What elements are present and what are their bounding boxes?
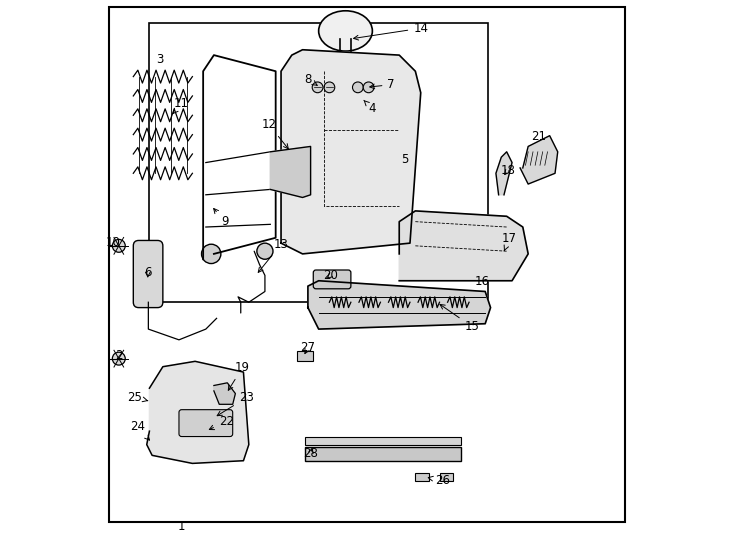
Text: 6: 6 bbox=[144, 266, 151, 279]
Circle shape bbox=[324, 82, 335, 93]
Text: 9: 9 bbox=[214, 208, 228, 228]
Ellipse shape bbox=[319, 11, 372, 51]
Polygon shape bbox=[399, 211, 528, 281]
Text: 25: 25 bbox=[128, 391, 148, 404]
Circle shape bbox=[312, 82, 323, 93]
Text: 7: 7 bbox=[370, 78, 395, 91]
Bar bbox=[150, 23, 488, 302]
Text: 10: 10 bbox=[106, 235, 121, 248]
Bar bbox=[305, 447, 461, 461]
Circle shape bbox=[352, 82, 363, 93]
Text: 11: 11 bbox=[173, 97, 189, 113]
Bar bbox=[305, 436, 461, 444]
Circle shape bbox=[112, 352, 126, 365]
Polygon shape bbox=[214, 383, 236, 404]
FancyBboxPatch shape bbox=[179, 410, 233, 436]
Circle shape bbox=[257, 243, 273, 259]
Text: 24: 24 bbox=[130, 420, 150, 440]
Polygon shape bbox=[270, 146, 310, 198]
Text: 18: 18 bbox=[501, 164, 515, 177]
Text: 3: 3 bbox=[156, 53, 164, 66]
Text: 23: 23 bbox=[217, 392, 253, 416]
Text: 28: 28 bbox=[303, 447, 318, 460]
Text: 15: 15 bbox=[440, 305, 479, 333]
Bar bbox=[297, 350, 313, 361]
Text: 27: 27 bbox=[300, 341, 316, 354]
Polygon shape bbox=[520, 136, 558, 184]
Text: 26: 26 bbox=[428, 474, 450, 487]
Circle shape bbox=[202, 244, 221, 264]
Text: 21: 21 bbox=[531, 130, 546, 143]
Text: 19: 19 bbox=[228, 361, 250, 390]
Text: 17: 17 bbox=[502, 232, 517, 251]
FancyBboxPatch shape bbox=[134, 240, 163, 308]
Circle shape bbox=[363, 82, 374, 93]
Text: 12: 12 bbox=[262, 118, 288, 149]
Text: 8: 8 bbox=[304, 73, 317, 86]
Polygon shape bbox=[281, 50, 421, 254]
Text: 2: 2 bbox=[115, 349, 123, 362]
Bar bbox=[440, 472, 453, 481]
Text: 1: 1 bbox=[178, 521, 186, 534]
Text: 14: 14 bbox=[354, 22, 428, 40]
Text: 22: 22 bbox=[209, 415, 233, 430]
Text: 16: 16 bbox=[475, 275, 490, 288]
Polygon shape bbox=[496, 152, 512, 195]
Polygon shape bbox=[147, 361, 249, 463]
Text: 20: 20 bbox=[323, 269, 338, 282]
FancyBboxPatch shape bbox=[313, 270, 351, 289]
Text: 13: 13 bbox=[258, 238, 288, 272]
Text: 4: 4 bbox=[364, 100, 376, 116]
Circle shape bbox=[112, 239, 126, 252]
Polygon shape bbox=[308, 281, 490, 329]
Text: 5: 5 bbox=[401, 153, 408, 166]
Bar bbox=[415, 472, 429, 481]
